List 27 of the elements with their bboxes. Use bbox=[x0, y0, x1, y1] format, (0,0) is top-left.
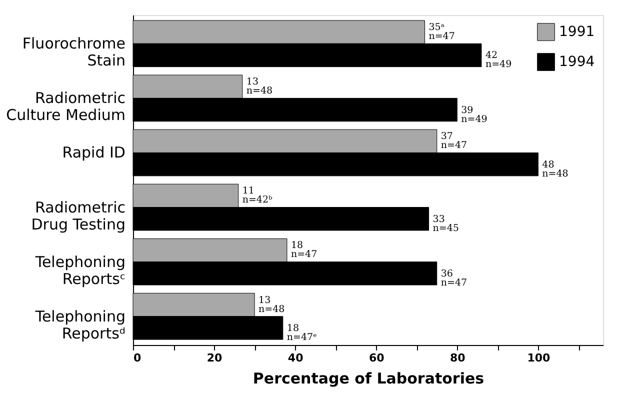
x-tick-label: 100 bbox=[527, 352, 550, 364]
annotation: 18 n=47ᵉ bbox=[286, 322, 318, 343]
x-axis-title: Percentage of Laboratories bbox=[252, 370, 484, 388]
y-tick-label: Telephoning Reportsᶜ bbox=[34, 252, 126, 288]
annotation: 37 n=47 bbox=[440, 131, 468, 152]
y-tick-label: Fluorochrome Stain bbox=[22, 34, 126, 70]
annotation: 36 n=47 bbox=[440, 268, 468, 288]
legend-label: 1991 bbox=[559, 24, 595, 40]
annotation: 48 n=48 bbox=[542, 159, 568, 180]
x-tick-label: 20 bbox=[206, 352, 223, 364]
y-tick-label: Telephoning Reportsᵈ bbox=[34, 307, 126, 342]
x-tick-label: 0 bbox=[134, 352, 142, 364]
annotation: 39 n=49 bbox=[461, 104, 488, 125]
annotation: 11 n=42ᵇ bbox=[242, 186, 273, 206]
legend-label: 1994 bbox=[559, 54, 595, 70]
x-tick-label: 80 bbox=[450, 352, 466, 364]
y-tick-label: Radiometric Culture Medium bbox=[6, 89, 126, 124]
annotation: 18 n=47 bbox=[290, 240, 318, 260]
annotation: 35ᵃ n=47 bbox=[428, 22, 455, 42]
x-tick-label: 60 bbox=[368, 352, 385, 364]
y-tick-label: Radiometric Drug Testing bbox=[31, 198, 126, 234]
y-tick-label: Rapid ID bbox=[62, 144, 126, 162]
annotation: 13 n=48 bbox=[258, 294, 285, 315]
x-tick-label: 40 bbox=[288, 352, 304, 364]
annotation: 42 n=49 bbox=[485, 50, 512, 70]
annotation: 33 n=45 bbox=[432, 214, 459, 234]
annotation: 13 n=48 bbox=[246, 76, 273, 97]
